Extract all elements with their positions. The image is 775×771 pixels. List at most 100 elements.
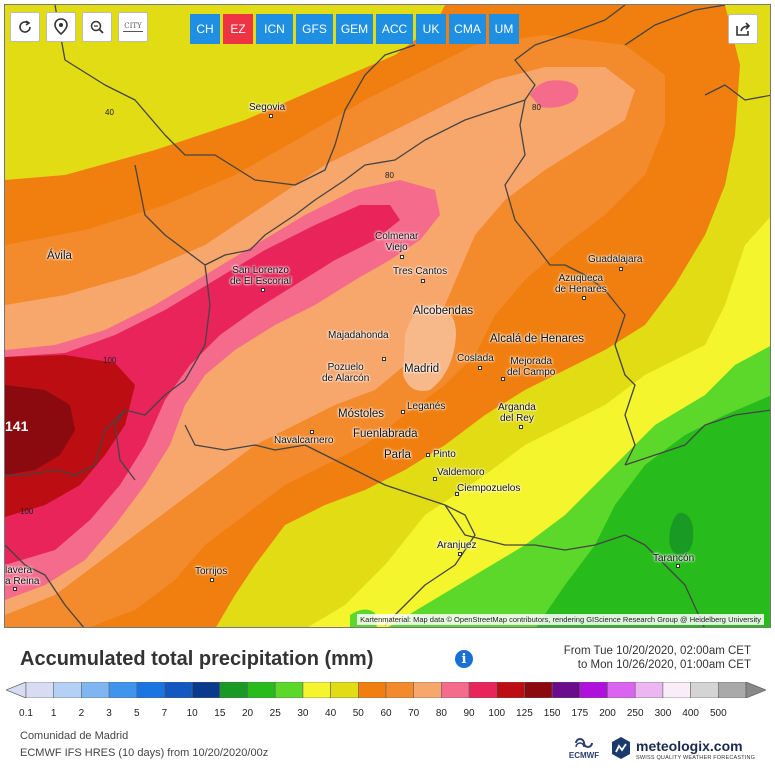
legend-swatch [108, 682, 138, 698]
field-90-100 [5, 205, 400, 565]
legend-value: 400 [682, 708, 699, 719]
precipitation-map[interactable]: 40 80 80 100 100 141 Segovia Ávila Colme… [4, 4, 771, 628]
model-button-icn[interactable]: ICN [256, 14, 293, 44]
city-colmenar-viejo: Colmenar Viejo [375, 231, 419, 253]
location-button[interactable] [46, 12, 76, 42]
model-button-um[interactable]: UM [489, 14, 519, 44]
legend-swatch [53, 682, 82, 698]
city-dot [501, 377, 505, 381]
field-15-20 [669, 512, 694, 556]
legend-value: 3 [106, 708, 112, 719]
field-70-80 [5, 67, 635, 615]
precipitation-legend [6, 682, 766, 698]
forecast-period: From Tue 10/20/2020, 02:00am CET to Mon … [563, 645, 751, 671]
city-san-lorenzo: San Lorenzo de El Escorial [230, 265, 292, 287]
city-fuenlabrada: Fuenlabrada [353, 428, 418, 440]
city-toggle-button[interactable]: CITY [118, 12, 148, 42]
legend-swatch [524, 682, 553, 698]
city-guadalajara: Guadalajara [588, 254, 643, 265]
map-pin-icon [54, 18, 68, 36]
legend-swatch [274, 682, 304, 698]
city-dot [519, 425, 523, 429]
city-dot [210, 578, 214, 582]
legend-swatch [136, 682, 165, 698]
legend-value: 50 [352, 708, 364, 719]
legend-value: 250 [626, 708, 644, 719]
legend-value: 1 [50, 708, 57, 719]
field-20-25 [536, 395, 770, 627]
zoom-icon [90, 20, 104, 34]
city-majadahonda: Majadahonda [328, 330, 389, 341]
legend-swatch [219, 682, 248, 698]
field-80-90 [5, 180, 440, 600]
share-button[interactable] [728, 14, 758, 44]
city-dot [269, 114, 273, 118]
model-button-uk[interactable]: UK [416, 14, 446, 44]
isoline-label: 100 [103, 356, 117, 365]
city-dot [421, 279, 425, 283]
legend-swatch [358, 682, 387, 698]
legend-value: 10 [186, 708, 198, 719]
legend-value: 300 [654, 708, 672, 719]
refresh-button[interactable] [10, 12, 40, 42]
city-ciempozuelos: Ciempozuelos [457, 483, 521, 494]
city-segovia: Segovia [249, 102, 286, 113]
legend-upper-arrow [745, 682, 766, 698]
legend-swatch [634, 682, 664, 698]
city-pozuelo: Pozuelo de Alarcón [322, 362, 370, 384]
model-button-gem[interactable]: GEM [336, 14, 373, 44]
city-dot [310, 430, 314, 434]
city-mostoles: Móstoles [338, 408, 385, 420]
city-dot [676, 564, 680, 568]
legend-value: 40 [325, 708, 337, 719]
city-parla: Parla [384, 449, 411, 461]
model-button-acc[interactable]: ACC [376, 14, 413, 44]
city-icon: CITY [124, 22, 142, 30]
city-dot [426, 453, 430, 457]
model-button-ch[interactable]: CH [190, 14, 220, 44]
legend-swatch [718, 682, 747, 698]
legend-swatch [662, 682, 691, 698]
city-pinto: Pinto [433, 449, 456, 460]
zoom-button[interactable] [82, 12, 112, 42]
ecmwf-logo: ECMWF [565, 737, 603, 760]
legend-value: 7 [161, 708, 168, 719]
city-dot [401, 410, 405, 414]
city-tres-cantos: Tres Cantos [393, 266, 448, 277]
city-alcala: Alcalá de Henares [490, 333, 584, 345]
info-icon[interactable]: i [455, 650, 473, 668]
share-icon [736, 22, 751, 36]
legend-value: 15 [214, 708, 226, 719]
city-avila: Ávila [47, 250, 72, 262]
city-dot [478, 366, 482, 370]
city-torrijos: Torrijos [195, 566, 228, 577]
field-70-80-madrid [403, 304, 456, 391]
city-valdemoro: Valdemoro [437, 467, 485, 478]
city-dot [582, 296, 586, 300]
city-azuqueca: Azuqueca de Henares [555, 273, 607, 295]
legend-value: 175 [571, 708, 589, 719]
legend-value: 2 [78, 708, 85, 719]
meteologix-hexagon-icon [612, 737, 630, 759]
city-mejorada: Mejorada del Campo [507, 356, 556, 378]
city-leganes: Leganés [407, 401, 446, 412]
city-tarancon: Tarancón [653, 553, 695, 564]
model-button-cma[interactable]: CMA [449, 14, 486, 44]
city-dot [433, 477, 437, 481]
legend-swatch [191, 682, 221, 698]
map-title: Accumulated total precipitation (mm) [20, 648, 374, 670]
model-button-gfs[interactable]: GFS [296, 14, 333, 44]
legend-swatch [579, 682, 608, 698]
legend-value: 125 [516, 708, 533, 719]
isoline-label: 80 [385, 171, 394, 180]
legend-swatch [690, 682, 719, 698]
legend-swatch [468, 682, 498, 698]
city-alcobendas: Alcobendas [413, 305, 474, 317]
legend-value: 150 [543, 708, 561, 719]
city-dot [458, 552, 462, 556]
isoline-label: 80 [532, 103, 541, 112]
map-attribution: Kartenmaterial: Map data © OpenStreetMap… [357, 614, 764, 625]
model-button-ez[interactable]: EZ [223, 14, 253, 44]
legend-swatch [25, 682, 54, 698]
